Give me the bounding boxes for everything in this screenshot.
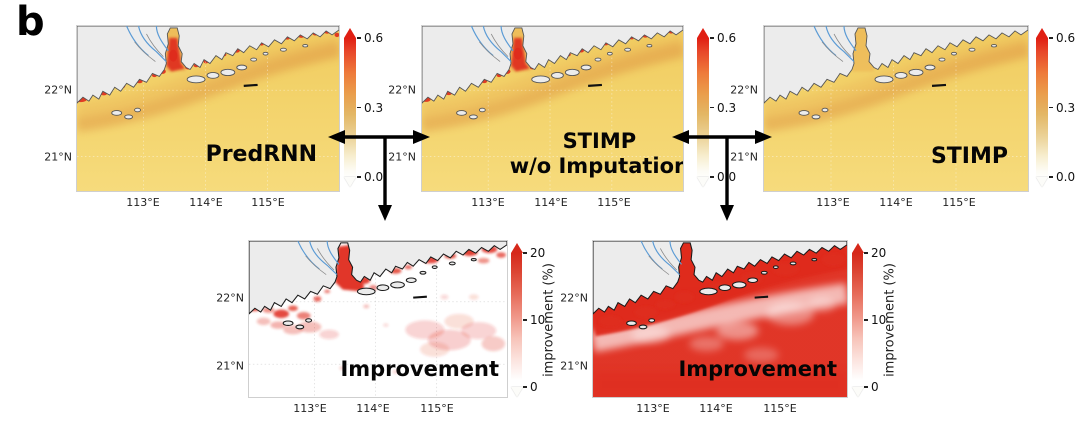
- panel-title-improvement-left: Improvement: [340, 357, 499, 381]
- figure-panel-label: b: [16, 0, 45, 45]
- colorbar-extend-bottom: [697, 177, 709, 187]
- colorbar-sst-stimp: 0.6 0.3 0.0: [1036, 28, 1075, 187]
- lat-tick-label: 22°N: [388, 83, 416, 97]
- colorbar-tick: 0.3: [717, 100, 737, 115]
- panel-title-line1: STIMP: [562, 129, 637, 153]
- panel-title-improvement-right: Improvement: [678, 357, 837, 381]
- lon-tick-label: 114°E: [534, 196, 568, 209]
- colorbar-gradient: [1036, 38, 1048, 177]
- lon-tick-label: 113°E: [471, 196, 505, 209]
- colorbar-extend-bottom: [851, 387, 864, 397]
- colorbar-tick: 0.6: [364, 31, 384, 45]
- lat-tick-label: 21°N: [44, 150, 72, 164]
- lon-tick-label: 114°E: [356, 402, 390, 415]
- arrowhead-down: [720, 205, 734, 221]
- lon-tick-label: 113°E: [636, 402, 670, 415]
- colorbar-improvement-left: 20 10 0: [510, 243, 545, 397]
- arrowhead-down: [378, 205, 392, 221]
- map-improvement-right: [593, 241, 847, 397]
- colorbar-tick: 0.6: [717, 31, 737, 45]
- colorbar-improvement-right: 20 10 0: [851, 243, 886, 397]
- colorbar-tick: 20: [530, 246, 546, 260]
- colorbar-sst-stimp-wo-imputation: 0.6 0.3 0.0: [697, 28, 736, 187]
- colorbar-tick: 0: [871, 380, 879, 394]
- colorbar-tick: 0.0: [364, 170, 384, 184]
- map-improvement-left: [249, 241, 507, 397]
- colorbar-gradient: [852, 253, 863, 387]
- colorbar-tick: 10: [530, 313, 546, 327]
- map-predrnn: [77, 26, 339, 191]
- colorbar-tick: 0.0: [717, 170, 737, 184]
- lat-tick-label: 21°N: [216, 359, 244, 373]
- lon-tick-label: 114°E: [879, 196, 913, 209]
- lon-tick-label: 114°E: [699, 402, 733, 415]
- colorbar-extend-bottom: [510, 387, 523, 397]
- colorbar-tick: 0.3: [1056, 100, 1076, 115]
- colorbar-extend-top: [510, 243, 523, 253]
- lon-tick-label: 115°E: [597, 196, 631, 209]
- lat-tick-label: 22°N: [216, 291, 244, 305]
- lat-tick-label: 21°N: [560, 359, 588, 373]
- colorbar-extend-bottom: [1036, 177, 1048, 187]
- panel-title-stimp-wo-imputation: STIMP w/o Imputation: [509, 129, 684, 179]
- map-panel-stimp: STIMP: [763, 25, 1029, 192]
- lon-tick-label: 113°E: [293, 402, 327, 415]
- colorbar-tick: 20: [871, 246, 887, 260]
- colorbar-axis-label-improvement-right: improvement (%): [882, 263, 898, 377]
- lat-tick-label: 22°N: [44, 83, 72, 97]
- colorbar-extend-top: [1036, 28, 1048, 38]
- lon-tick-label: 115°E: [251, 196, 285, 209]
- lat-tick-label: 22°N: [560, 291, 588, 305]
- map-stimp: [764, 26, 1028, 191]
- map-panel-improvement-right: Improvement: [592, 240, 848, 398]
- lon-tick-label: 115°E: [763, 402, 797, 415]
- lon-tick-label: 114°E: [189, 196, 223, 209]
- colorbar-extend-top: [697, 28, 709, 38]
- lon-tick-label: 113°E: [816, 196, 850, 209]
- map-panel-predrnn: PredRNN: [76, 25, 340, 192]
- colorbar-extend-top: [344, 28, 356, 38]
- colorbar-sst-predrnn: 0.6 0.3 0.0: [344, 28, 383, 187]
- lat-tick-label: 22°N: [730, 83, 758, 97]
- lon-tick-label: 115°E: [942, 196, 976, 209]
- colorbar-tick: 0.3: [364, 100, 384, 115]
- colorbar-tick: 10: [871, 313, 887, 327]
- colorbar-extend-top: [851, 243, 864, 253]
- map-panel-stimp-wo-imputation: STIMP w/o Imputation: [421, 25, 684, 192]
- colorbar-extend-bottom: [344, 177, 356, 187]
- colorbar-gradient: [697, 38, 709, 177]
- lon-tick-label: 113°E: [126, 196, 160, 209]
- map-stimp-wo-imputation: [422, 26, 683, 191]
- colorbar-tick: 0: [530, 380, 538, 394]
- colorbar-tick: 0.6: [1056, 31, 1076, 45]
- colorbar-tick: 0.0: [1056, 170, 1076, 184]
- map-panel-improvement-left: Improvement: [248, 240, 508, 398]
- lat-tick-label: 21°N: [730, 150, 758, 164]
- panel-title-stimp: STIMP: [930, 144, 1008, 169]
- colorbar-gradient: [344, 38, 356, 177]
- panel-title-predrnn: PredRNN: [205, 142, 317, 167]
- lat-tick-label: 21°N: [388, 150, 416, 164]
- panel-title-line2: w/o Imputation: [509, 154, 684, 178]
- lon-tick-label: 115°E: [420, 402, 454, 415]
- colorbar-gradient: [511, 253, 522, 387]
